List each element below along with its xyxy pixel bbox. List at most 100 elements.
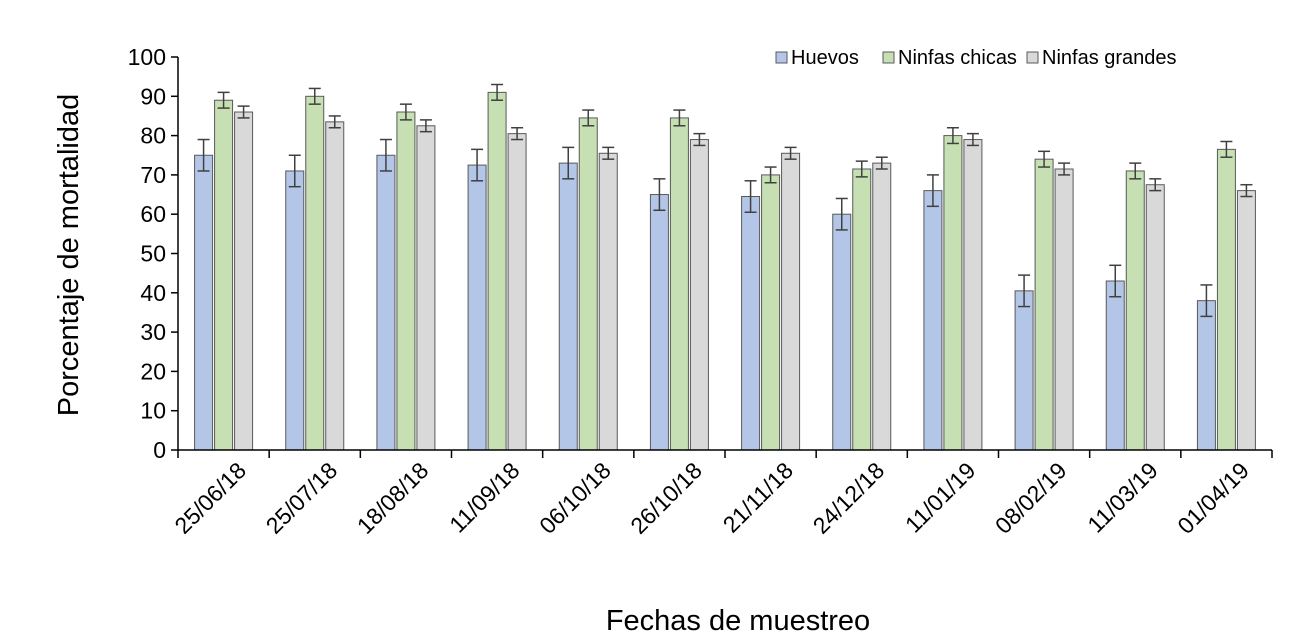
x-tick-label-8: 11/01/19 xyxy=(900,457,980,537)
bar-ninfas-chicas-7 xyxy=(852,168,872,451)
error-bar-ninfas-chicas-2 xyxy=(399,103,412,121)
error-bar-ninfas-chicas-4 xyxy=(582,109,595,127)
error-bar-huevos-1 xyxy=(288,154,301,188)
error-bar-ninfas-chicas-5 xyxy=(673,109,686,127)
error-bar-ninfas-chicas-9 xyxy=(1038,150,1051,168)
y-tick-label-30: 30 xyxy=(140,319,166,345)
bar-ninfas-grandes-11 xyxy=(1236,190,1256,451)
error-bar-huevos-10 xyxy=(1109,264,1122,298)
error-bar-ninfas-chicas-1 xyxy=(308,87,321,105)
error-bar-ninfas-chicas-0 xyxy=(217,91,230,109)
bar-ninfas-grandes-3 xyxy=(507,133,527,451)
bar-ninfas-chicas-6 xyxy=(761,174,781,451)
error-bar-ninfas-grandes-7 xyxy=(875,156,888,170)
error-bar-huevos-6 xyxy=(744,180,757,213)
legend: Huevos Ninfas chicas Ninfas grandes xyxy=(775,47,1177,69)
bar-ninfas-grandes-1 xyxy=(325,121,345,451)
error-bar-ninfas-grandes-3 xyxy=(511,126,524,141)
bar-huevos-5 xyxy=(649,194,669,451)
bar-huevos-8 xyxy=(923,190,943,451)
error-bar-ninfas-chicas-6 xyxy=(764,166,777,184)
bar-ninfas-chicas-9 xyxy=(1034,158,1054,451)
bar-ninfas-chicas-10 xyxy=(1125,170,1145,451)
bar-huevos-1 xyxy=(285,170,305,451)
x-tick-label-7: 24/12/18 xyxy=(808,457,890,539)
bar-ninfas-chicas-4 xyxy=(578,117,598,451)
bar-ninfas-chicas-1 xyxy=(305,95,325,451)
error-bar-huevos-7 xyxy=(835,197,848,231)
bar-ninfas-chicas-3 xyxy=(487,91,507,451)
y-tick-label-70: 70 xyxy=(140,162,166,188)
error-bar-ninfas-chicas-3 xyxy=(491,83,504,101)
x-tick-label-6: 21/11/18 xyxy=(718,457,798,537)
bar-huevos-10 xyxy=(1105,280,1125,451)
bar-huevos-9 xyxy=(1014,290,1034,451)
bar-ninfas-chicas-2 xyxy=(396,111,416,451)
x-tick-label-2: 18/08/18 xyxy=(352,457,434,539)
legend-item-ninfas-grandes: Ninfas grandes xyxy=(1026,47,1177,69)
bar-ninfas-chicas-0 xyxy=(214,99,234,451)
error-bar-huevos-11 xyxy=(1200,284,1213,318)
y-tick-label-90: 90 xyxy=(140,83,166,109)
x-tick-label-0: 25/06/18 xyxy=(169,457,251,539)
error-bar-ninfas-grandes-8 xyxy=(966,132,979,147)
x-tick-label-11: 01/04/19 xyxy=(1172,457,1254,539)
bar-ninfas-chicas-5 xyxy=(669,117,689,451)
y-tick-label-100: 100 xyxy=(128,44,166,70)
y-tick-label-20: 20 xyxy=(140,358,166,384)
error-bar-ninfas-chicas-11 xyxy=(1220,140,1233,158)
bar-ninfas-grandes-10 xyxy=(1145,184,1165,451)
bar-huevos-3 xyxy=(467,164,487,451)
y-axis-title: Porcentaje de mortalidad xyxy=(53,94,85,416)
error-bar-ninfas-grandes-5 xyxy=(693,132,706,147)
bar-huevos-6 xyxy=(741,196,761,451)
error-bar-ninfas-grandes-10 xyxy=(1149,178,1162,192)
error-bar-ninfas-grandes-11 xyxy=(1240,183,1253,198)
error-bar-ninfas-chicas-10 xyxy=(1129,162,1142,180)
y-tick-label-60: 60 xyxy=(140,201,166,227)
bar-huevos-0 xyxy=(194,154,214,451)
x-tick-label-5: 26/10/18 xyxy=(625,457,707,539)
x-tick-label-9: 08/02/19 xyxy=(990,457,1072,539)
legend-swatch xyxy=(775,51,788,64)
legend-item-huevos: Huevos xyxy=(775,47,859,69)
axes-layer xyxy=(171,56,1273,458)
legend-swatch xyxy=(882,51,895,64)
y-tick-label-10: 10 xyxy=(140,398,166,424)
y-tick-label-50: 50 xyxy=(140,241,166,267)
bar-ninfas-chicas-11 xyxy=(1216,148,1236,451)
error-bar-huevos-3 xyxy=(471,148,484,182)
y-tick-label-80: 80 xyxy=(140,123,166,149)
bars-layer xyxy=(194,83,1256,451)
bar-huevos-2 xyxy=(376,154,396,451)
bar-ninfas-chicas-8 xyxy=(943,135,963,451)
error-bar-huevos-9 xyxy=(1018,274,1031,308)
bar-ninfas-grandes-0 xyxy=(234,111,254,451)
bar-ninfas-grandes-9 xyxy=(1054,168,1074,451)
x-tick-label-4: 06/10/18 xyxy=(534,457,616,539)
error-bar-ninfas-chicas-7 xyxy=(855,160,868,178)
error-bar-huevos-5 xyxy=(653,178,666,212)
legend-label: Ninfas grandes xyxy=(1042,47,1177,69)
error-bar-ninfas-grandes-9 xyxy=(1058,162,1071,176)
legend-item-ninfas-chicas: Ninfas chicas xyxy=(882,47,1017,69)
legend-label: Huevos xyxy=(791,47,859,69)
bar-ninfas-grandes-6 xyxy=(781,152,801,451)
bar-ninfas-grandes-4 xyxy=(598,152,618,451)
x-tick-label-1: 25/07/18 xyxy=(261,457,343,539)
bar-huevos-11 xyxy=(1196,300,1216,451)
bar-huevos-7 xyxy=(832,213,852,451)
error-bar-ninfas-grandes-6 xyxy=(784,146,797,160)
bar-ninfas-grandes-5 xyxy=(689,139,709,451)
legend-label: Ninfas chicas xyxy=(898,47,1017,69)
error-bar-ninfas-chicas-8 xyxy=(946,126,959,145)
error-bar-ninfas-grandes-4 xyxy=(602,146,615,160)
bar-huevos-4 xyxy=(558,162,578,451)
error-bar-ninfas-grandes-0 xyxy=(237,105,250,119)
bar-ninfas-grandes-7 xyxy=(872,162,892,451)
error-bar-huevos-0 xyxy=(197,138,210,172)
y-tick-label-40: 40 xyxy=(140,280,166,306)
y-tick-label-0: 0 xyxy=(153,437,166,463)
error-bar-ninfas-grandes-1 xyxy=(328,115,341,129)
